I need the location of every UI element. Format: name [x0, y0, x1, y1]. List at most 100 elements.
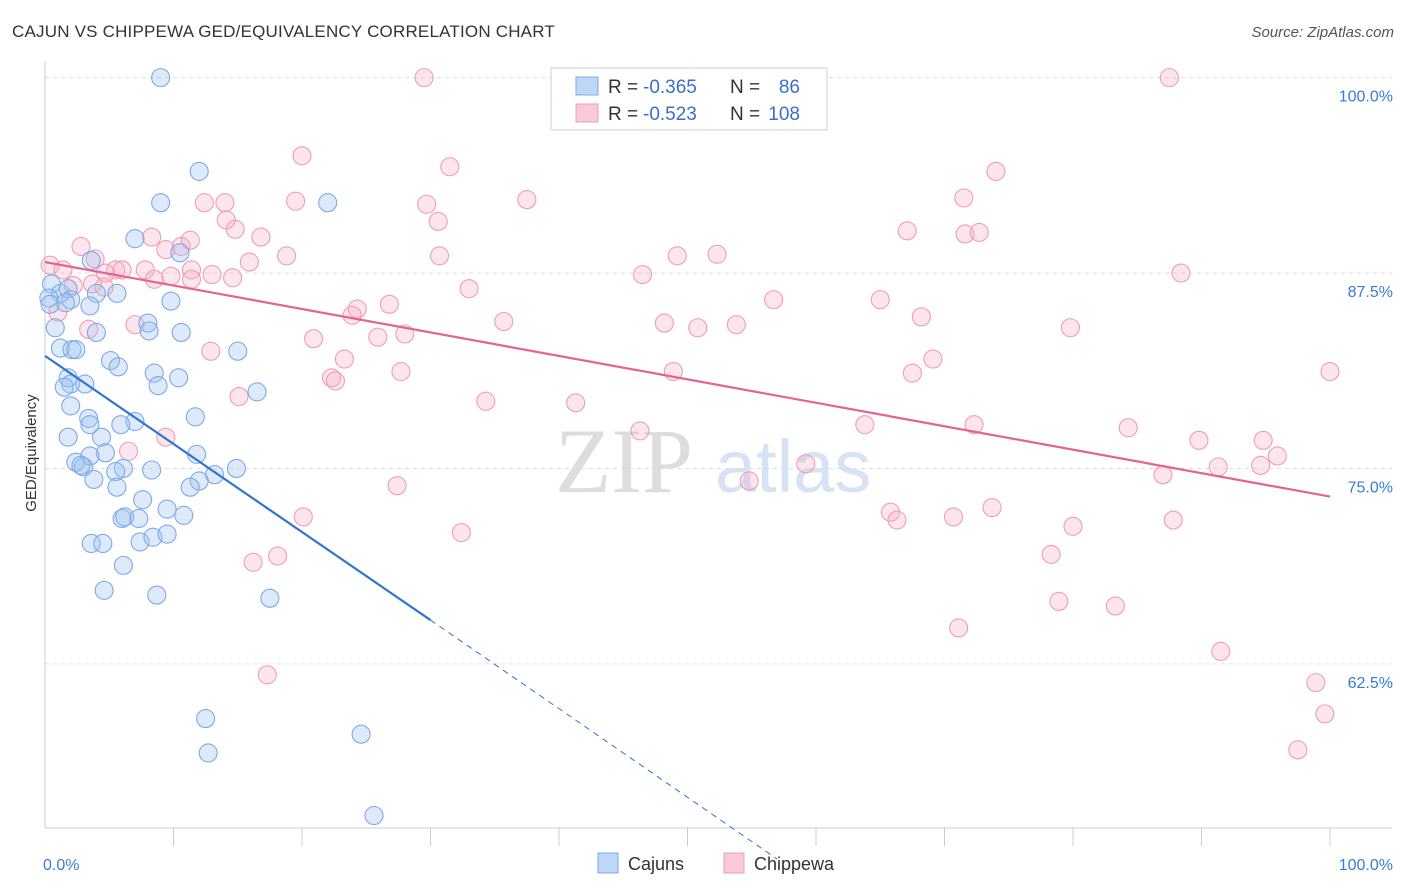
chippewa-point: [796, 454, 816, 474]
cajuns-point: [196, 709, 216, 729]
cajuns-point: [86, 322, 106, 342]
chippewa-trend-line: [44, 261, 1331, 498]
chippewa-point: [494, 311, 514, 332]
series-legend: Cajuns Chippewa: [597, 852, 835, 874]
chippewa-point: [1251, 455, 1271, 475]
chippewa-point: [949, 618, 969, 638]
cajuns-point: [364, 805, 384, 826]
chippewa-point: [1105, 596, 1125, 616]
chippewa-point: [880, 502, 901, 522]
chippewa-point: [229, 386, 249, 407]
cajuns-point: [40, 294, 60, 314]
cajuns-n-value: 86: [779, 77, 800, 98]
cajuns-point: [228, 341, 248, 361]
cajuns-point: [93, 533, 113, 554]
cajuns-point: [161, 291, 181, 311]
watermark-atlas: atlas: [715, 425, 871, 508]
cajuns-point: [133, 490, 153, 510]
chippewa-n-label: N =: [730, 104, 760, 125]
chippewa-point: [630, 421, 650, 441]
cajuns-point: [56, 293, 76, 313]
chippewa-point: [923, 349, 943, 369]
chippewa-point: [1267, 446, 1287, 466]
chippewa-point: [726, 315, 746, 335]
cajuns-point: [169, 368, 189, 388]
cajuns-swatch: [575, 76, 599, 96]
chippewa-point: [417, 194, 437, 214]
chippewa-point: [161, 266, 181, 286]
chippewa-point: [911, 307, 931, 327]
chippewa-point: [223, 268, 243, 288]
chippewa-point: [342, 305, 362, 325]
cajuns-point: [58, 427, 78, 447]
cajuns-point: [125, 229, 145, 249]
cajuns-n-label: N =: [730, 77, 760, 98]
cajuns-point: [157, 524, 177, 544]
chippewa-point: [293, 507, 313, 527]
cajuns-point: [81, 250, 101, 271]
cajuns-point: [71, 455, 91, 475]
axes: 62.5% 75.0% 87.5% 100.0% 0.0% 100.0%: [43, 62, 1393, 874]
chippewa-point: [1118, 418, 1138, 438]
chippewa-point: [201, 341, 221, 361]
chippewa-point: [667, 246, 687, 266]
x-tick-label-max: 100.0%: [1339, 857, 1393, 874]
cajuns-point: [198, 743, 218, 763]
cajuns-point: [58, 279, 78, 299]
watermark-zip: ZIP: [555, 410, 693, 512]
cajuns-point: [148, 376, 168, 396]
chippewa-point: [764, 290, 784, 310]
chippewa-point: [1208, 457, 1228, 477]
cajuns-point: [189, 161, 209, 181]
chippewa-point: [368, 327, 388, 347]
chippewa-point: [1253, 430, 1273, 450]
chippewa-point: [251, 227, 271, 247]
cajuns-point: [81, 533, 101, 554]
chippewa-point: [1171, 263, 1191, 283]
chippewa-point: [1153, 465, 1173, 485]
chippewa-point: [194, 193, 214, 213]
cajuns-point: [318, 193, 338, 213]
chippewa-point: [440, 157, 460, 177]
chippewa-point: [181, 269, 202, 289]
chippewa-point: [459, 279, 479, 299]
cajuns-point: [61, 396, 81, 416]
legend-chippewa-swatch: [723, 852, 745, 874]
chippewa-point: [82, 274, 103, 294]
chippewa-point: [428, 211, 448, 232]
chippewa-point: [1320, 361, 1340, 382]
cajuns-point: [108, 357, 128, 377]
chippewa-point: [286, 191, 306, 211]
chippewa-point: [986, 161, 1006, 181]
chippewa-r-value: -0.523: [643, 104, 697, 125]
chippewa-point: [304, 329, 324, 349]
cajuns-point: [91, 427, 112, 447]
stats-legend: R = -0.365 N = 86 R = -0.523 N = 108: [550, 67, 828, 131]
y-tick-label: 100.0%: [1339, 89, 1393, 106]
cajuns-point: [107, 477, 127, 497]
chippewa-point: [887, 510, 907, 530]
y-tick-label: 62.5%: [1348, 675, 1393, 692]
y-tick-label: 87.5%: [1348, 284, 1393, 301]
cajuns-point: [80, 296, 100, 316]
cajuns-point: [174, 505, 194, 525]
chippewa-point: [215, 193, 235, 213]
x-tick-label-min: 0.0%: [43, 857, 79, 874]
chippewa-point: [257, 665, 277, 685]
cajuns-trend-extension: [430, 619, 778, 860]
chart-title: CAJUN VS CHIPPEWA GED/EQUIVALENCY CORREL…: [12, 22, 555, 41]
cajuns-point: [113, 555, 133, 575]
chippewa-point: [171, 236, 191, 257]
chippewa-point: [688, 318, 708, 338]
chippewa-point: [1049, 591, 1069, 611]
chippewa-point: [1315, 704, 1335, 724]
cajuns-point: [247, 382, 267, 402]
cajuns-point: [151, 68, 171, 88]
chippewa-point: [517, 190, 537, 210]
grid: [45, 77, 1392, 665]
cajuns-r-label: R =: [608, 77, 638, 98]
cajuns-point: [226, 458, 247, 478]
cajuns-point: [111, 415, 131, 435]
chippewa-point: [897, 221, 917, 241]
